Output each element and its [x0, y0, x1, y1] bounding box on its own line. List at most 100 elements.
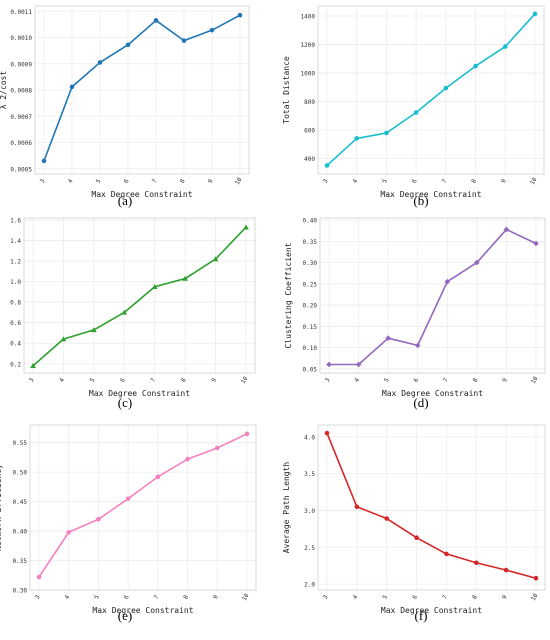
x-axis-label: Max Degree Constraint [382, 389, 483, 398]
x-tick-label: 9 [207, 178, 215, 185]
x-tick-label: 7 [442, 377, 450, 384]
x-tick-label: 4 [353, 377, 361, 384]
y-tick-label: 1200 [301, 42, 316, 49]
x-tick-label: 10 [530, 375, 540, 385]
panel-label: (e) [118, 608, 132, 623]
x-tick-label: 6 [119, 377, 127, 384]
data-point [125, 42, 131, 48]
x-tick-label: 4 [67, 178, 75, 185]
y-tick-label: 3.0 [304, 508, 315, 515]
y-tick-label: 0.8 [10, 300, 21, 307]
x-tick-label: 5 [383, 377, 391, 384]
x-tick-label: 6 [123, 178, 131, 185]
data-point [36, 574, 42, 580]
x-axis-label: Max Degree Constraint [381, 606, 482, 615]
y-tick-label: 0.30 [13, 588, 28, 595]
x-tick-label: 3 [39, 178, 47, 185]
plot-frame [319, 217, 546, 374]
x-tick-label: 5 [93, 594, 101, 601]
y-tick-label: 0.45 [13, 499, 28, 506]
data-point [151, 283, 158, 290]
data-point [414, 342, 421, 349]
data-point [384, 516, 390, 521]
y-axis-label: Network Efficiency [0, 464, 3, 551]
y-tick-label: 0.35 [13, 558, 28, 565]
data-point [181, 38, 187, 43]
x-tick-label: 9 [210, 377, 218, 384]
series-line [38, 433, 248, 578]
y-tick-label: 0.4 [10, 341, 21, 348]
data-point [473, 63, 478, 69]
y-tick-label: 600 [304, 127, 315, 134]
y-tick-label: 0.40 [13, 529, 28, 536]
data-point [532, 11, 538, 17]
chart-panel: 0.30 0.35 0.40 0.45 0.50 0.55 3 4 5 6 7 8 9 10 Max Deg… [0, 424, 257, 623]
y-tick-label: 0.50 [13, 470, 28, 477]
x-tick-label: 3 [322, 594, 330, 601]
chart-panel: 2.0 2.5 3.0 3.5 4.0 3 4 5 6 7 8 9 10 Max Degree Const… [282, 424, 546, 623]
x-tick-label: 6 [412, 377, 420, 384]
plot-frame [23, 217, 256, 374]
data-point [237, 12, 243, 18]
data-point [354, 136, 360, 141]
x-axis-label: Max Degree Constraint [380, 190, 481, 199]
data-point [503, 226, 510, 233]
data-point [214, 445, 220, 451]
data-point [326, 361, 332, 368]
plot-frame [29, 424, 257, 591]
y-tick-label: 0.30 [303, 260, 318, 267]
panel-label: (a) [118, 193, 132, 208]
data-point [91, 327, 97, 333]
data-point [125, 496, 131, 501]
x-tick-label: 3 [322, 178, 330, 185]
y-tick-label: 0.0006 [10, 140, 32, 147]
y-tick-label: 1.6 [10, 218, 21, 225]
data-point [384, 130, 389, 136]
data-point [355, 361, 362, 368]
y-tick-label: 0.20 [303, 303, 318, 310]
data-point [66, 529, 72, 535]
series-line [329, 228, 537, 366]
x-tick-label: 10 [240, 375, 250, 385]
y-tick-label: 1.2 [10, 259, 21, 266]
panel-label: (b) [413, 193, 428, 208]
y-axis-label: λ 2/cost [0, 71, 8, 110]
y-tick-label: 0.6 [10, 320, 21, 327]
panel-label: (d) [413, 395, 428, 410]
x-tick-label: 4 [63, 594, 71, 601]
data-point [503, 567, 509, 573]
panel-label: (c) [118, 395, 132, 410]
y-tick-label: 0.0009 [10, 61, 32, 68]
plot-frame [317, 5, 545, 175]
x-tick-label: 9 [501, 594, 509, 601]
x-tick-label: 8 [182, 594, 190, 601]
panel-label: (f) [415, 608, 428, 623]
y-tick-label: 3.5 [304, 471, 315, 478]
y-tick-label: 0.25 [303, 281, 318, 288]
y-tick-label: 1.4 [10, 238, 21, 245]
y-tick-label: 4.0 [304, 434, 315, 441]
x-tick-label: 4 [58, 377, 66, 384]
x-tick-label: 8 [471, 594, 479, 601]
data-point [155, 474, 161, 480]
chart-panel: 0.0005 0.0006 0.0007 0.0008 0.0009 0.0010 0.00… [0, 5, 250, 208]
x-tick-label: 5 [381, 594, 389, 601]
data-point [243, 224, 249, 230]
x-tick-label: 7 [151, 178, 159, 185]
x-tick-label: 10 [530, 592, 540, 602]
data-point [96, 516, 101, 522]
series-line [43, 14, 241, 162]
data-point [60, 336, 67, 342]
x-tick-label: 8 [179, 178, 187, 185]
y-tick-label: 400 [304, 156, 315, 163]
data-point [414, 535, 419, 541]
plot-frame [317, 424, 546, 591]
y-tick-label: 1000 [301, 70, 316, 77]
x-tick-label: 10 [529, 176, 539, 186]
data-point [244, 431, 250, 437]
y-tick-label: 0.0008 [10, 88, 32, 95]
data-point [41, 158, 47, 164]
x-tick-label: 10 [234, 176, 244, 186]
y-tick-label: 0.15 [303, 324, 318, 331]
